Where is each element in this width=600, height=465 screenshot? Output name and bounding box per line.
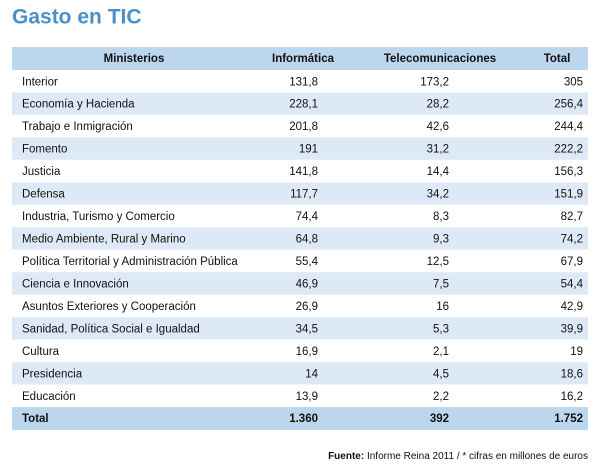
value-cell: 117,7 <box>290 189 318 201</box>
value-cell: 54,4 <box>561 278 584 290</box>
table-row <box>12 272 588 295</box>
table-row <box>12 159 588 183</box>
value-cell: 82,7 <box>561 211 583 223</box>
table: Ministerios Informática Telecomunicaciones… <box>12 47 588 431</box>
value-cell: 244,4 <box>554 121 583 133</box>
value-cell: 14 <box>305 368 318 380</box>
value-cell: 191 <box>299 144 318 156</box>
value-cell: 5,3 <box>433 323 449 335</box>
table-row <box>12 317 588 340</box>
name-cell: Educación <box>22 391 76 403</box>
footnote: Fuente: Informe Reina 2011 / * cifras en… <box>328 451 588 462</box>
value-cell: 18,6 <box>561 368 583 380</box>
value-cell: 4,5 <box>433 368 449 380</box>
footnote-label: Fuente: <box>328 451 364 462</box>
value-cell: 74,4 <box>296 211 319 223</box>
value-cell: 28,2 <box>427 99 449 111</box>
name-cell: Cultura <box>22 346 60 358</box>
page-title: Gasto en TIC <box>12 6 142 29</box>
value-cell: 228,1 <box>289 99 318 111</box>
value-cell: 201,8 <box>289 121 318 133</box>
total-row <box>12 407 588 431</box>
table-row <box>12 92 588 115</box>
total-cell: Total <box>22 413 49 425</box>
value-cell: 131,8 <box>289 76 318 88</box>
value-cell: 305 <box>564 76 583 88</box>
value-cell: 16 <box>436 301 449 313</box>
header-cell: Informática <box>272 53 335 65</box>
value-cell: 173,2 <box>420 76 449 88</box>
value-cell: 2,1 <box>433 346 449 358</box>
table-row <box>12 182 588 205</box>
table-row <box>12 294 588 318</box>
value-cell: 19 <box>570 346 583 358</box>
value-cell: 46,9 <box>296 278 318 290</box>
header-row <box>12 47 588 70</box>
value-cell: 31,2 <box>427 144 449 156</box>
name-cell: Presidencia <box>22 368 83 380</box>
table-row <box>12 204 588 228</box>
header-cell: Ministerios <box>104 53 165 65</box>
value-cell: 16,9 <box>296 346 318 358</box>
value-cell: 7,5 <box>433 278 449 290</box>
name-cell: Sanidad, Política Social e Igualdad <box>22 323 200 335</box>
value-cell: 16,2 <box>561 391 583 403</box>
value-cell: 74,2 <box>561 234 583 246</box>
name-cell: Asuntos Exteriores y Cooperación <box>22 301 196 313</box>
value-cell: 39,9 <box>561 323 583 335</box>
footnote-text: Informe Reina 2011 / * cifras en millone… <box>367 451 588 462</box>
total-cell: 1.360 <box>289 413 318 425</box>
table-row <box>12 227 588 250</box>
value-cell: 55,4 <box>296 256 319 268</box>
name-cell: Economía y Hacienda <box>22 99 135 111</box>
table-row <box>12 137 588 160</box>
value-cell: 156,3 <box>554 166 583 178</box>
table-row <box>12 339 588 363</box>
name-cell: Medio Ambiente, Rural y Marino <box>22 234 186 246</box>
value-cell: 13,9 <box>296 391 318 403</box>
name-cell: Industria, Turismo y Comercio <box>22 211 175 223</box>
value-cell: 12,5 <box>427 256 449 268</box>
value-cell: 42,9 <box>561 301 583 313</box>
name-cell: Defensa <box>22 189 65 201</box>
value-cell: 67,9 <box>561 256 583 268</box>
total-cell: 392 <box>430 413 449 425</box>
value-cell: 64,8 <box>296 234 318 246</box>
table-row <box>12 249 588 273</box>
value-cell: 34,2 <box>427 189 449 201</box>
name-cell: Interior <box>22 76 58 88</box>
value-cell: 141,8 <box>289 166 318 178</box>
table-row <box>12 70 588 93</box>
value-cell: 222,2 <box>554 144 583 156</box>
table-row <box>12 384 588 408</box>
name-cell: Fomento <box>22 144 67 156</box>
value-cell: 14,4 <box>427 166 450 178</box>
value-cell: 8,3 <box>433 211 449 223</box>
value-cell: 9,3 <box>433 234 449 246</box>
value-cell: 2,2 <box>433 391 449 403</box>
table-row <box>12 114 588 138</box>
table-row <box>12 362 588 385</box>
value-cell: 151,9 <box>554 189 583 201</box>
name-cell: Justicia <box>22 166 61 178</box>
value-cell: 34,5 <box>296 323 318 335</box>
name-cell: Trabajo e Inmigración <box>22 121 133 133</box>
name-cell: Política Territorial y Administración Pú… <box>22 256 238 268</box>
header-cell: Telecomunicaciones <box>384 53 496 65</box>
value-cell: 42,6 <box>427 121 449 133</box>
header-cell: Total <box>544 53 571 65</box>
name-cell: Ciencia e Innovación <box>22 278 129 290</box>
value-cell: 26,9 <box>296 301 318 313</box>
total-cell: 1.752 <box>554 413 583 425</box>
value-cell: 256,4 <box>554 99 583 111</box>
